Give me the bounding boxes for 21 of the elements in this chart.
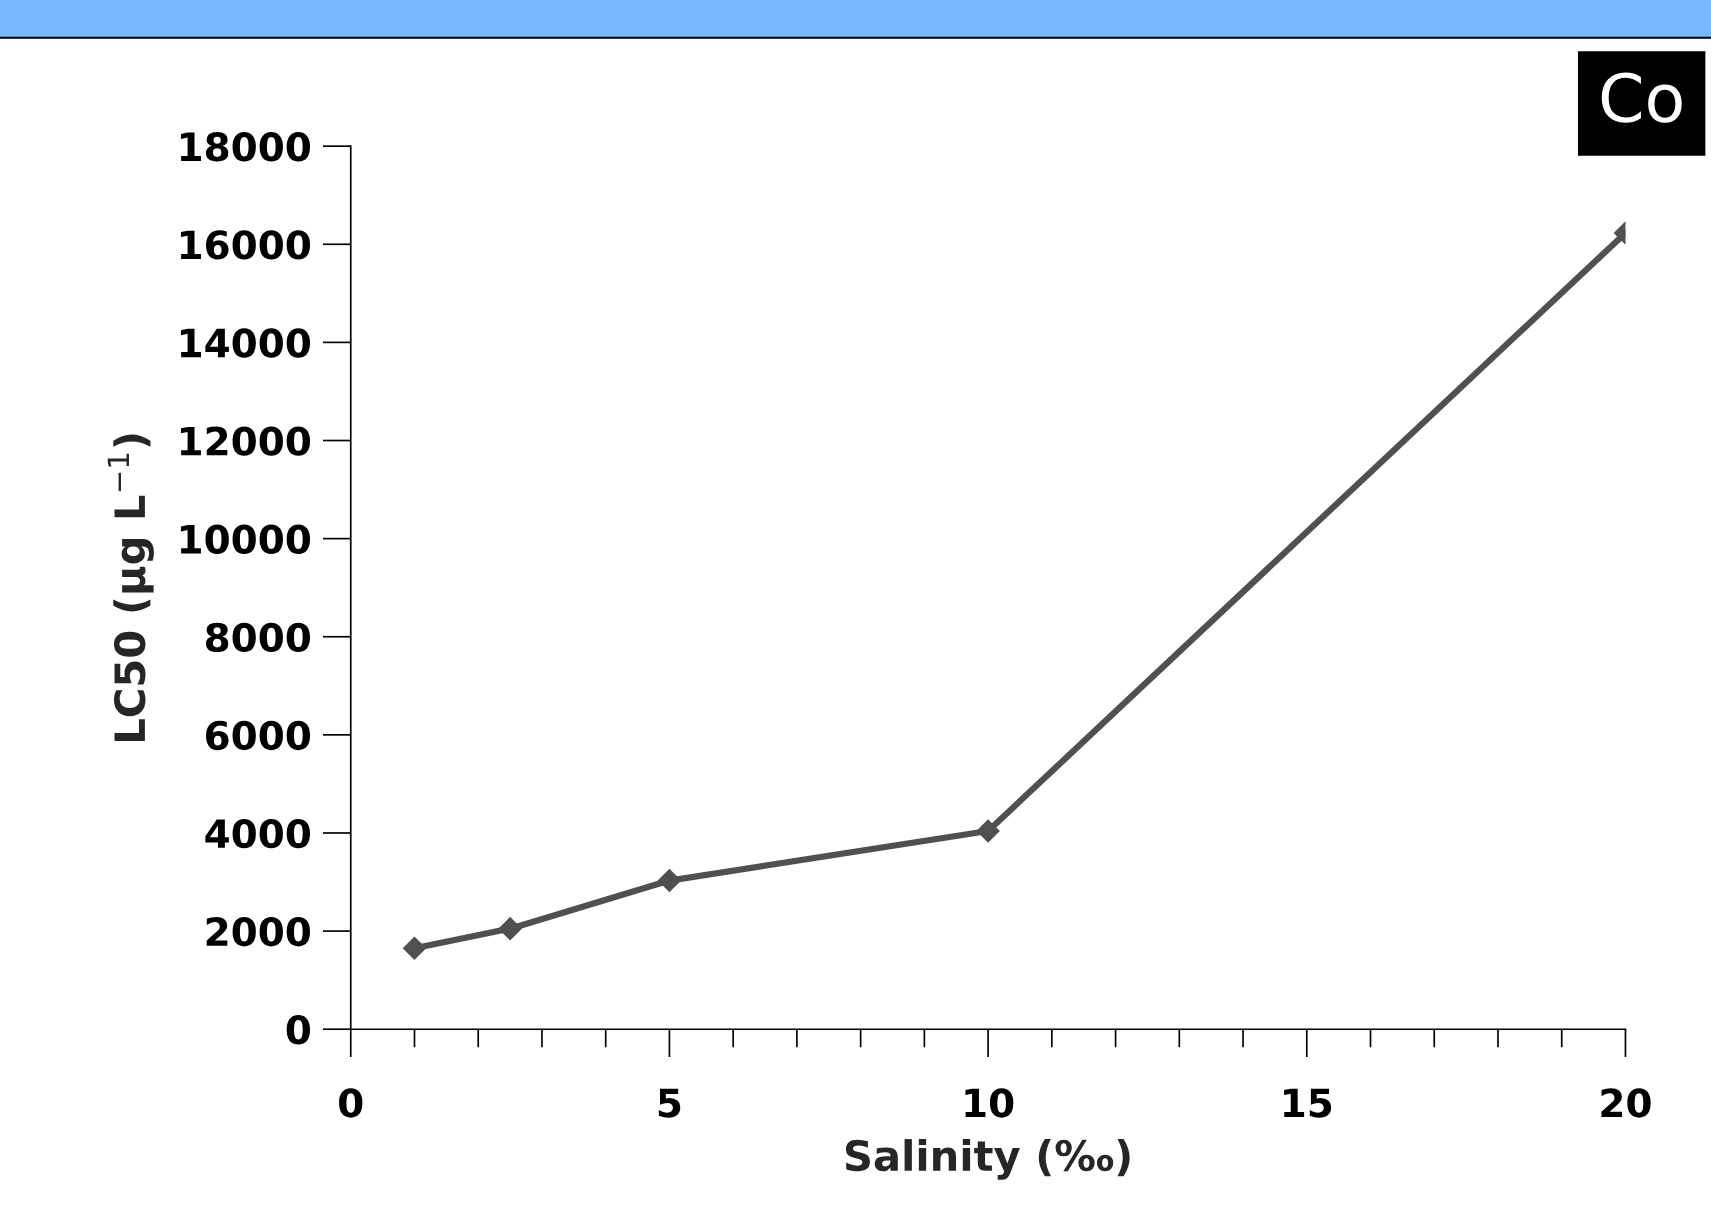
y-tick-label: 2000 (206, 917, 311, 947)
y-tick-label: 8000 (206, 622, 311, 653)
y-tick-label: 4000 (205, 818, 311, 849)
y-tick-label: 16000 (180, 230, 311, 260)
y-axis-title: LC50 (µg L$^{−1}$) (107, 434, 154, 741)
y-tick-label: 6000 (206, 720, 311, 751)
y-tick-label: 14000 (180, 328, 311, 358)
y-tick-label: 10000 (180, 524, 311, 554)
x-tick-label: 10 (965, 1088, 1014, 1118)
x-tick-label: 15 (1284, 1088, 1332, 1118)
y-tick-label: 18000 (180, 132, 311, 162)
x-tick-label: 20 (1601, 1088, 1651, 1118)
text: Co (1601, 72, 1682, 123)
y-tick-label: 12000 (180, 426, 311, 456)
x-tick-label: 5 (658, 1088, 681, 1118)
x-axis-title: Salinity (‰) (845, 1139, 1130, 1180)
x-tick-label: 0 (339, 1088, 363, 1118)
y-tick-label: 0 (286, 1015, 311, 1045)
point (657, 869, 681, 893)
point (402, 936, 426, 960)
point (498, 917, 522, 941)
